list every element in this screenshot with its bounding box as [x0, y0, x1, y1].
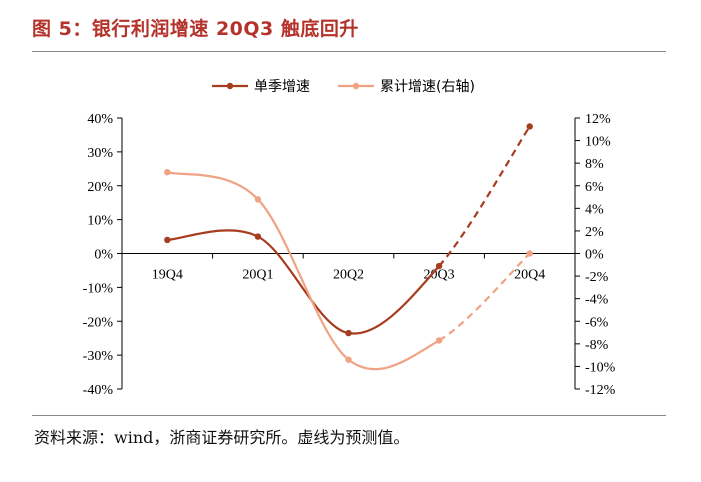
- legend-marker-cumulative: [352, 82, 360, 90]
- series-forecast-single-quarter: [438, 125, 531, 267]
- data-point-single-quarter: [254, 233, 262, 240]
- series-line-cumulative: [166, 171, 440, 371]
- data-point-single-quarter: [526, 123, 533, 130]
- data-point-single-quarter: [164, 236, 171, 244]
- y-left-tick-label: 0%: [94, 248, 113, 263]
- data-point-cumulative: [254, 196, 262, 203]
- y-left-tick-label: 30%: [87, 146, 113, 161]
- source-divider: [32, 415, 666, 416]
- y-left-tick-label: 40%: [87, 112, 113, 127]
- title-divider: [32, 51, 666, 52]
- y-right-tick-label: -8%: [585, 338, 609, 353]
- y-right-tick-label: -12%: [585, 383, 616, 398]
- data-point-cumulative: [164, 169, 171, 176]
- data-point-single-quarter: [435, 262, 443, 270]
- data-point-cumulative: [345, 356, 352, 363]
- y-right-tick-label: 6%: [585, 180, 604, 195]
- y-right-tick-label: 10%: [585, 135, 611, 150]
- x-tick-label: 20Q3: [424, 268, 455, 283]
- y-right-tick-label: 12%: [585, 112, 611, 127]
- y-right-tick-label: -6%: [585, 315, 609, 330]
- legend-label-cumulative: 累计增速(右轴): [380, 79, 475, 95]
- y-right-tick-label: -2%: [585, 270, 609, 285]
- axes: 40% 30% 20% 10% 0% -10% -20% -30% -40% 12% 10% 8% 6%…: [83, 112, 616, 398]
- y-left-tick-label: -10%: [83, 281, 114, 296]
- data-point-single-quarter: [345, 329, 352, 337]
- y-right-tick-label: 0%: [585, 248, 604, 263]
- y-left-tick-label: -40%: [83, 383, 114, 398]
- y-right-tick-label: -4%: [585, 293, 609, 308]
- y-left-tick-label: 20%: [87, 180, 113, 195]
- x-tick-label: 20Q4: [514, 268, 545, 283]
- x-tick-label: 19Q4: [152, 268, 183, 283]
- data-point-cumulative: [435, 337, 443, 344]
- y-left-tick-label: 10%: [87, 214, 113, 229]
- y-right-tick-label: 4%: [585, 202, 604, 217]
- data-point-cumulative: [526, 250, 533, 257]
- y-right-tick-label: -10%: [585, 360, 616, 375]
- legend-marker-single-quarter: [226, 82, 234, 90]
- y-left-tick-label: -30%: [83, 349, 114, 364]
- x-tick-label: 20Q2: [333, 268, 364, 283]
- source-note: 资料来源：wind，浙商证券研究所。虚线为预测值。: [34, 428, 410, 447]
- legend: 单季增速 累计增速(右轴): [212, 79, 475, 95]
- figure-title: 图 5：银行利润增速 20Q3 触底回升: [32, 18, 359, 40]
- series-forecast-cumulative: [438, 252, 531, 342]
- legend-label-single-quarter: 单季增速: [254, 79, 310, 95]
- y-right-tick-label: 2%: [585, 225, 604, 240]
- x-tick-label: 20Q1: [242, 268, 273, 283]
- y-right-tick-label: 8%: [585, 157, 604, 172]
- series: [164, 123, 533, 371]
- y-left-tick-label: -20%: [83, 315, 114, 330]
